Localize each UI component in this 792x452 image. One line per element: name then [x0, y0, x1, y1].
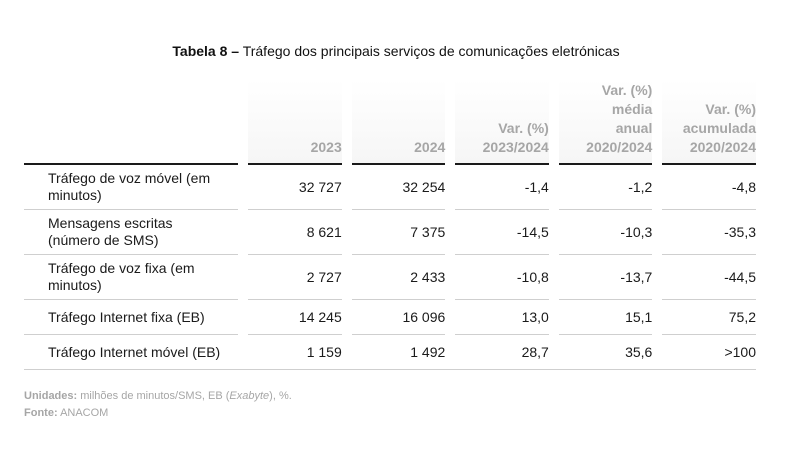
header-2023: 2023: [248, 79, 342, 165]
cell-var-media: -10,3: [558, 210, 653, 255]
column-gap: [238, 79, 249, 165]
header-row: 2023 2024 Var. (%) 2023/2024 Var. (%) mé…: [24, 79, 756, 165]
source-note: Fonte: ANACOM: [24, 407, 109, 419]
table-row: Tráfego Internet fixa (EB) 14 245 16 096…: [24, 300, 756, 335]
cell-var-media: 35,6: [558, 335, 653, 370]
table-row: Mensagens escritas (número de SMS) 8 621 …: [24, 210, 756, 255]
cell-2024: 7 375: [351, 210, 446, 255]
cell-var: 28,7: [455, 335, 549, 370]
cell-2024: 16 096: [351, 300, 446, 335]
table-title-prefix: Tabela 8 –: [172, 43, 240, 59]
cell-var: -1,4: [455, 165, 549, 210]
cell-var-acumulada: -35,3: [662, 210, 756, 255]
cell-var-acumulada: 75,2: [662, 300, 756, 335]
header-stub: [24, 79, 239, 165]
cell-2023: 1 159: [248, 335, 342, 370]
cell-2024: 32 254: [351, 165, 446, 210]
row-label: Tráfego Internet fixa (EB): [24, 300, 239, 335]
cell-2024: 2 433: [351, 255, 446, 300]
cell-var: 13,0: [455, 300, 549, 335]
header-2024: 2024: [351, 79, 446, 165]
cell-var: -10,8: [455, 255, 549, 300]
table-row: Tráfego Internet móvel (EB) 1 159 1 492 …: [24, 335, 756, 370]
cell-var-media: -13,7: [558, 255, 653, 300]
cell-2023: 32 727: [248, 165, 342, 210]
column-gap: [445, 79, 456, 165]
row-label: Tráfego de voz fixa (em minutos): [24, 255, 239, 300]
table-title-text: Tráfego dos principais serviços de comun…: [242, 43, 620, 59]
row-label: Tráfego Internet móvel (EB): [24, 335, 239, 370]
column-gap: [341, 79, 352, 165]
units-note: Unidades: milhões de minutos/SMS, EB (Ex…: [24, 390, 292, 402]
column-gap: [652, 79, 663, 165]
cell-2023: 8 621: [248, 210, 342, 255]
cell-var-media: 15,1: [558, 300, 653, 335]
cell-var: -14,5: [455, 210, 549, 255]
header-var-acumulada: Var. (%) acumulada 2020/2024: [662, 79, 756, 165]
header-var-2023-2024: Var. (%) 2023/2024: [455, 79, 549, 165]
column-gap: [548, 79, 559, 165]
table-notes: Unidades: milhões de minutos/SMS, EB (Ex…: [24, 388, 292, 422]
cell-var-acumulada: >100: [662, 335, 756, 370]
cell-2024: 1 492: [351, 335, 446, 370]
cell-var-media: -1,2: [558, 165, 653, 210]
cell-2023: 14 245: [248, 300, 342, 335]
cell-2023: 2 727: [248, 255, 342, 300]
table-row: Tráfego de voz fixa (em minutos) 2 727 2 …: [24, 255, 756, 300]
table-title: Tabela 8 – Tráfego dos principais serviç…: [0, 42, 792, 60]
row-label: Mensagens escritas (número de SMS): [24, 210, 239, 255]
cell-var-acumulada: -4,8: [662, 165, 756, 210]
header-var-media-anual: Var. (%) média anual 2020/2024: [558, 79, 653, 165]
traffic-table: 2023 2024 Var. (%) 2023/2024 Var. (%) mé…: [24, 79, 756, 370]
row-label: Tráfego de voz móvel (em minutos): [24, 165, 239, 210]
cell-var-acumulada: -44,5: [662, 255, 756, 300]
table-row: Tráfego de voz móvel (em minutos) 32 727 …: [24, 165, 756, 210]
